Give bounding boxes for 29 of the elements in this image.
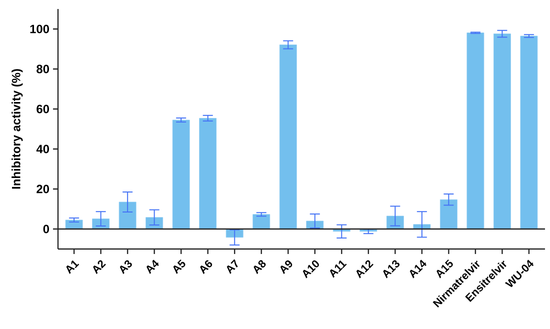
y-tick-label: 40 xyxy=(36,144,50,154)
y-tick-label: 20 xyxy=(36,184,50,194)
y-tick-label: 100 xyxy=(30,24,49,34)
x-tick-label: A8 xyxy=(254,260,266,274)
bar xyxy=(199,118,217,230)
bar xyxy=(440,199,458,230)
y-tick-label: 60 xyxy=(36,104,50,114)
y-tick-label: 80 xyxy=(36,64,50,74)
x-tick-label: A2 xyxy=(93,260,106,274)
x-tick-label: A13 xyxy=(383,260,400,278)
bar xyxy=(172,120,190,230)
bar xyxy=(279,44,297,230)
x-tick-label: A10 xyxy=(302,260,319,278)
x-tick-label: A11 xyxy=(330,260,347,278)
bar xyxy=(466,32,484,230)
bar xyxy=(118,202,136,230)
y-axis-title: Inhibitory activity (%) xyxy=(12,69,23,189)
x-tick-label: A7 xyxy=(226,259,238,274)
x-tick-label: A3 xyxy=(120,260,132,274)
x-tick-label: A6 xyxy=(200,260,212,274)
x-tick-label: A9 xyxy=(280,260,292,274)
bar xyxy=(252,214,270,230)
x-tick-label: A1 xyxy=(66,260,80,274)
y-tick-label: 0 xyxy=(43,224,50,234)
x-tick-label: A5 xyxy=(173,259,186,274)
x-tick-label: A12 xyxy=(356,260,374,278)
x-tick-label: A4 xyxy=(146,260,159,274)
bar xyxy=(520,36,538,230)
bar xyxy=(493,34,511,230)
